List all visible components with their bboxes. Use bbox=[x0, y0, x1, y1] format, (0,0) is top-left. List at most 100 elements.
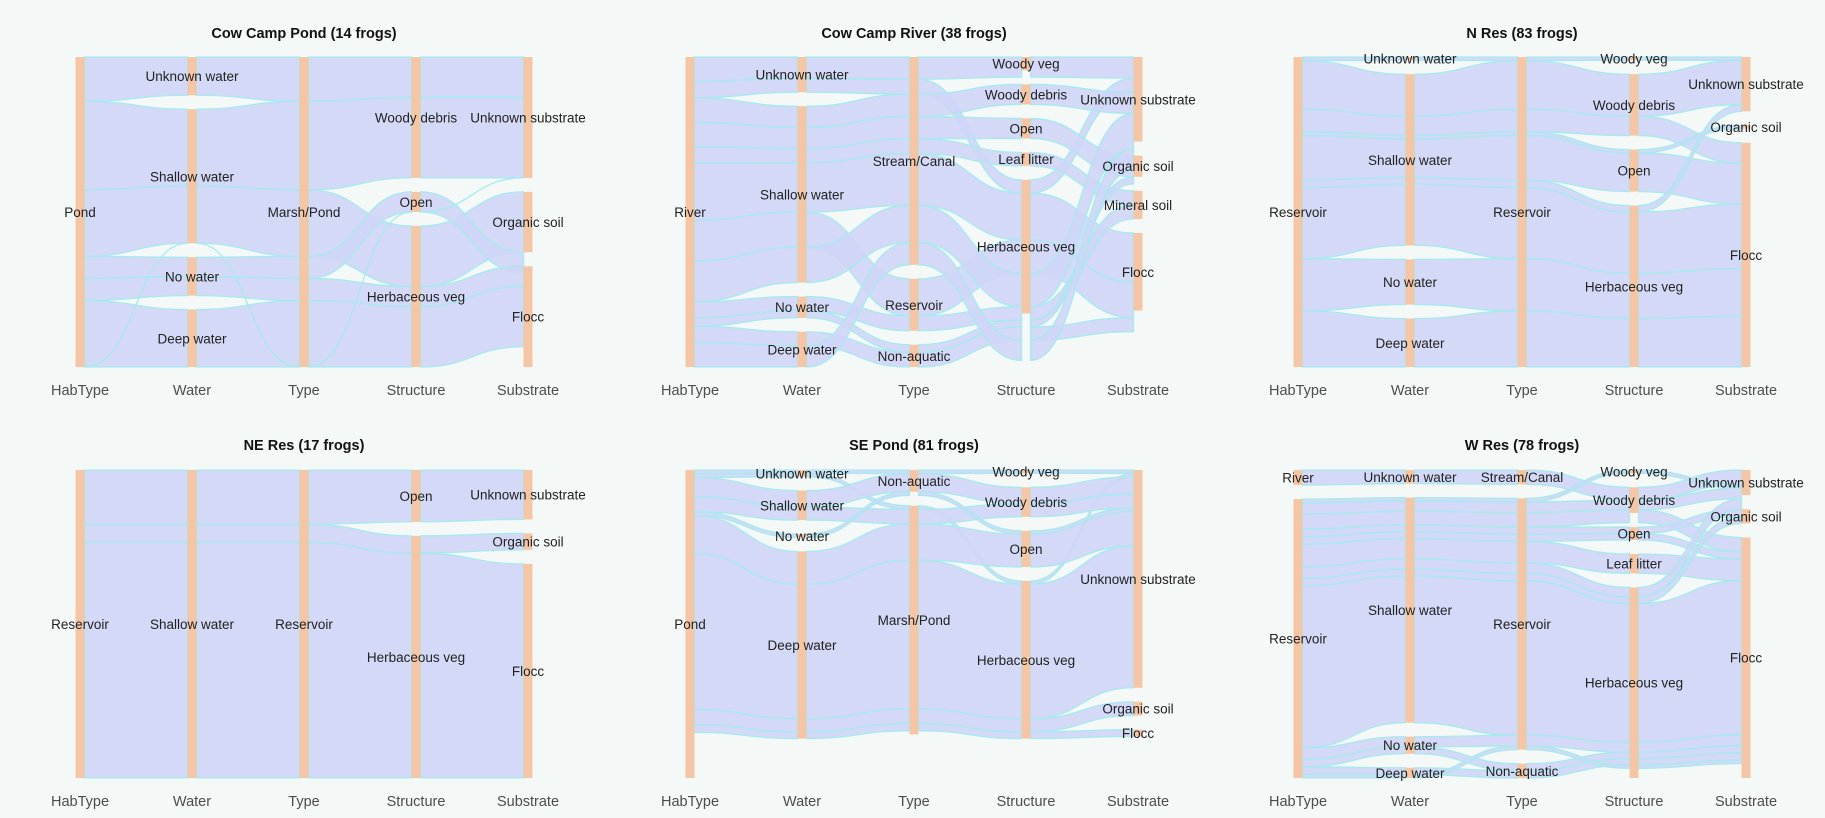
flow-band bbox=[693, 146, 799, 164]
node-herbaceous-veg bbox=[1021, 580, 1031, 739]
node-open bbox=[1629, 149, 1639, 192]
node-no-water bbox=[797, 296, 807, 318]
flow-band bbox=[693, 77, 799, 99]
node-label: No water bbox=[775, 300, 830, 315]
axis-label-substrate: Substrate bbox=[1715, 794, 1777, 810]
node-unknown-water bbox=[797, 470, 807, 477]
node-label: Woody veg bbox=[1600, 52, 1667, 67]
node-organic-soil bbox=[1133, 155, 1143, 177]
node-reservoir bbox=[909, 278, 919, 331]
node-label: Flocc bbox=[1122, 726, 1155, 741]
node-woody-debris bbox=[1021, 487, 1031, 517]
node-label: Reservoir bbox=[51, 617, 109, 632]
node-non-aquatic bbox=[909, 344, 919, 367]
flow-band bbox=[83, 469, 189, 526]
flow-band bbox=[83, 523, 189, 544]
node-label: Shallow water bbox=[1368, 603, 1453, 618]
node-label: Unknown substrate bbox=[1688, 476, 1804, 491]
node-label: Unknown substrate bbox=[1080, 572, 1196, 587]
nodes bbox=[1293, 57, 1751, 367]
node-flocc bbox=[523, 266, 533, 367]
node-stream-canal bbox=[909, 57, 919, 265]
flow-band bbox=[307, 299, 413, 368]
node-label: Stream/Canal bbox=[873, 154, 956, 169]
node-reservoir bbox=[299, 470, 309, 778]
node-label: Leaf litter bbox=[998, 152, 1054, 167]
node-label: Unknown water bbox=[1363, 470, 1457, 485]
flows bbox=[1301, 469, 1743, 779]
node-label: Shallow water bbox=[760, 187, 845, 202]
flow-band bbox=[917, 241, 1023, 361]
node-label: Open bbox=[1009, 121, 1042, 136]
flow-band bbox=[1413, 183, 1519, 260]
node-shallow-water bbox=[187, 109, 197, 244]
flow-band bbox=[917, 56, 1023, 80]
node-marsh-pond bbox=[299, 57, 309, 367]
node-unknown-water bbox=[1405, 470, 1415, 484]
flow-band bbox=[1525, 509, 1631, 528]
axis-label-substrate: Substrate bbox=[497, 794, 559, 810]
node-woody-debris bbox=[411, 57, 421, 178]
node-unknown-water bbox=[187, 57, 197, 96]
node-label: Deep water bbox=[157, 331, 227, 346]
node-river bbox=[685, 57, 695, 367]
node-label: Deep water bbox=[767, 638, 837, 653]
axis-label-habtype: HabType bbox=[1269, 794, 1327, 810]
node-label: Open bbox=[399, 195, 432, 210]
node-shallow-water bbox=[797, 106, 807, 283]
labels: River Reservoir Unknown water Shallow water… bbox=[1269, 465, 1804, 781]
node-label: Flocc bbox=[1730, 651, 1763, 666]
panel-title: NE Res (17 frogs) bbox=[244, 438, 365, 454]
node-label: Non-aquatic bbox=[1486, 764, 1559, 779]
node-label: Flocc bbox=[512, 310, 545, 325]
node-herbaceous-veg bbox=[1629, 587, 1639, 778]
flow-band bbox=[195, 185, 301, 257]
node-flocc bbox=[1133, 233, 1143, 311]
flow-band bbox=[1637, 315, 1743, 368]
nodes bbox=[75, 470, 533, 778]
flow-band bbox=[307, 56, 413, 102]
node-unknown-substrate bbox=[1741, 470, 1751, 496]
node-woody-veg bbox=[1629, 57, 1639, 61]
node-shallow-water bbox=[187, 470, 197, 778]
node-organic-soil bbox=[523, 191, 533, 253]
node-label: Unknown substrate bbox=[470, 110, 586, 125]
node-flocc bbox=[1133, 729, 1143, 737]
flow-band bbox=[84, 242, 188, 368]
node-shallow-water bbox=[797, 490, 807, 521]
node-label: Shallow water bbox=[1368, 153, 1453, 168]
flow-band bbox=[195, 523, 301, 544]
node-woody-debris bbox=[1629, 487, 1639, 514]
node-herbaceous-veg bbox=[411, 535, 421, 778]
flow-band bbox=[83, 541, 189, 779]
node-herbaceous-veg bbox=[1021, 179, 1031, 314]
node-organic-soil bbox=[523, 533, 533, 550]
node-label: Open bbox=[1617, 527, 1650, 542]
node-label: Organic soil bbox=[1710, 120, 1781, 135]
flow-band bbox=[693, 472, 799, 479]
nodes bbox=[1293, 470, 1751, 778]
node-label: Woody debris bbox=[1593, 493, 1676, 508]
node-label: Organic soil bbox=[1102, 159, 1173, 174]
node-label: Organic soil bbox=[492, 535, 563, 550]
node-label: Stream/Canal bbox=[1481, 470, 1564, 485]
node-label: Deep water bbox=[767, 342, 837, 357]
node-label: Woody veg bbox=[992, 465, 1059, 480]
node-label: Non-aquatic bbox=[878, 474, 951, 489]
panel-6: River Reservoir Unknown water Shallow water… bbox=[1269, 438, 1804, 810]
axis-label-habtype: HabType bbox=[51, 383, 109, 399]
node-open bbox=[1021, 118, 1031, 139]
node-label: Flocc bbox=[1122, 265, 1155, 280]
panel-title: SE Pond (81 frogs) bbox=[849, 438, 979, 454]
axis-label-water: Water bbox=[783, 383, 821, 399]
node-no-water bbox=[1405, 259, 1415, 305]
flow-band bbox=[1637, 203, 1743, 275]
flow-band bbox=[917, 115, 1023, 140]
flow-band bbox=[1637, 579, 1743, 744]
panel-3: Reservoir Unknown water Shallow water No wa… bbox=[1269, 26, 1804, 399]
flow-band bbox=[195, 541, 301, 779]
node-woody-debris bbox=[1021, 84, 1031, 105]
node-label: Marsh/Pond bbox=[878, 613, 951, 628]
node-label: Herbaceous veg bbox=[977, 653, 1075, 668]
node-unknown-substrate bbox=[523, 57, 533, 178]
